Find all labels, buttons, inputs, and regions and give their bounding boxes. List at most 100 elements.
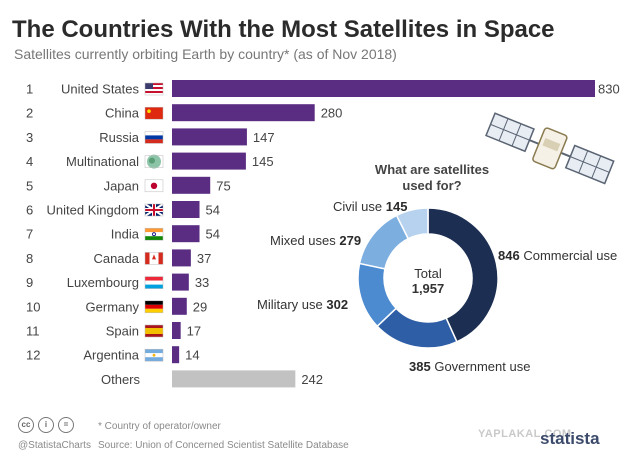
country-label: India [111, 227, 140, 242]
bar [172, 273, 189, 291]
country-label: Argentina [83, 348, 139, 363]
slice-label-text: Mixed uses [270, 233, 336, 248]
bar [172, 201, 200, 218]
bar-row: 11 Spain 17 [26, 322, 201, 339]
country-label: Multinational [66, 154, 139, 169]
flag-icon [144, 179, 164, 193]
donut-chart [357, 207, 499, 349]
donut-title-line1: What are satellites [374, 162, 490, 177]
bar-row: 4 Multinational 145 [26, 152, 274, 170]
slice-label-mixed: Mixed uses 279 [270, 233, 361, 248]
country-label: United States [61, 82, 140, 97]
rank-label: 9 [26, 275, 33, 290]
bar [172, 176, 211, 194]
bar [172, 80, 595, 97]
bar [172, 152, 246, 170]
slice-label-text: Commercial use [523, 248, 618, 263]
rank-label: 6 [26, 203, 33, 218]
country-label: Luxembourg [67, 275, 139, 290]
country-label: Russia [99, 130, 140, 145]
bar-row: 2 China 280 [26, 104, 343, 122]
flag-icon [144, 154, 164, 169]
flag-icon [144, 300, 164, 314]
flag-icon [144, 348, 164, 362]
flag-icon [144, 324, 164, 338]
flag-icon [144, 203, 164, 217]
value-label: 37 [197, 251, 211, 266]
bar-row: 12 Argentina 14 [26, 346, 200, 364]
bar-row: 9 Luxembourg 33 [26, 273, 209, 291]
rank-label: 2 [26, 106, 33, 121]
country-label: Germany [86, 299, 140, 314]
slice-label-text: Military use [257, 297, 323, 312]
flag-icon [144, 227, 164, 241]
slice-label-text: Civil use [333, 199, 383, 214]
flag-icon [144, 276, 164, 289]
flag-icon [144, 131, 164, 144]
value-label: 17 [187, 324, 201, 339]
satellite-icon [485, 112, 615, 185]
statista-logo: statista [540, 429, 600, 448]
bar [172, 128, 247, 146]
rank-label: 12 [26, 348, 40, 363]
rank-label: 8 [26, 251, 33, 266]
value-label: 280 [321, 106, 343, 121]
cc-icon: cc [18, 417, 34, 433]
value-label: 242 [301, 372, 323, 387]
bar [172, 297, 187, 315]
slice-label-value: 846 [498, 248, 520, 263]
statista-handle: @StatistaCharts [18, 440, 91, 451]
country-label: Canada [93, 251, 139, 266]
donut-title: What are satellites used for? [362, 162, 502, 194]
bar-row: 1 United States 830 [26, 80, 620, 97]
footnote: * Country of operator/owner [98, 421, 221, 432]
rank-label: 10 [26, 299, 40, 314]
slice-label-civil: Civil use 145 [333, 199, 407, 214]
country-label: United Kingdom [47, 203, 140, 218]
slice-label-government: 385 Government use [409, 359, 530, 374]
bar [172, 225, 200, 243]
bar [172, 346, 180, 364]
rank-label: 1 [26, 82, 33, 97]
value-label: 14 [185, 348, 199, 363]
donut-slice [395, 207, 429, 240]
chart-title: The Countries With the Most Satellites i… [12, 16, 555, 43]
rank-label: 4 [26, 154, 33, 169]
slice-label-text: Government use [434, 359, 531, 374]
rank-label: 11 [26, 324, 40, 339]
value-label: 145 [252, 154, 274, 169]
donut-center-value: 1,957 [411, 281, 445, 296]
bar-row: 5 Japan 75 [26, 176, 231, 194]
slice-label-commercial: 846 Commercial use [498, 248, 617, 263]
bar-others [172, 370, 296, 388]
bar-row: 10 Germany 29 [26, 297, 207, 315]
bar-row: 3 Russia 147 [26, 128, 275, 146]
bar [172, 322, 181, 339]
donut-slice [427, 207, 499, 343]
value-label: 29 [193, 299, 207, 314]
value-label: 54 [206, 227, 220, 242]
value-label: 830 [598, 82, 620, 97]
bar-row: 6 United Kingdom 54 [26, 201, 220, 218]
slice-label-military: Military use 302 [257, 297, 348, 312]
rank-label: 5 [26, 178, 33, 193]
value-label: 33 [195, 275, 209, 290]
chart-subtitle: Satellites currently orbiting Earth by c… [14, 46, 397, 62]
value-label: 75 [216, 178, 230, 193]
rank-label: 3 [26, 130, 33, 145]
donut-title-line2: used for? [402, 178, 462, 193]
slice-label-value: 145 [385, 199, 408, 214]
bar-row: 8 Canada 37 [26, 249, 211, 267]
country-label: China [105, 106, 140, 121]
equal-icon: = [58, 417, 74, 433]
country-label: Others [101, 372, 141, 387]
donut-center-label: Total [414, 266, 442, 281]
value-label: 54 [206, 203, 220, 218]
donut-center: Total 1,957 [398, 266, 458, 296]
source-note: Source: Union of Concerned Scientist Sat… [98, 440, 349, 451]
slice-label-value: 279 [339, 233, 362, 248]
flag-icon [144, 82, 164, 96]
info-icon: i [38, 417, 54, 433]
value-label: 147 [253, 130, 275, 145]
